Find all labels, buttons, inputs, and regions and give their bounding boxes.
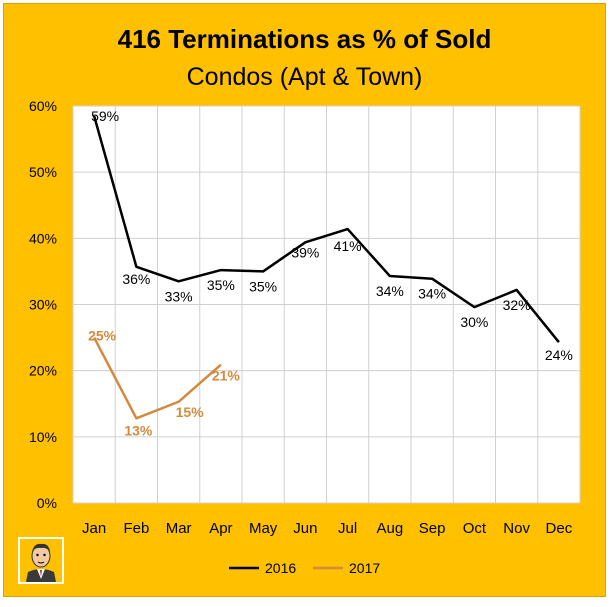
y-tick-label: 20% — [29, 363, 57, 379]
x-tick-label: May — [249, 520, 278, 537]
data-label: 32% — [503, 297, 531, 313]
data-label: 21% — [212, 368, 241, 384]
x-tick-label: Jul — [338, 520, 357, 537]
x-tick-label: Oct — [463, 520, 487, 537]
y-tick-label: 10% — [29, 429, 57, 445]
x-tick-label: Sep — [419, 520, 446, 537]
x-tick-label: Dec — [546, 520, 573, 537]
data-label: 25% — [88, 328, 117, 344]
data-label: 35% — [249, 278, 277, 294]
x-tick-label: Nov — [503, 520, 530, 537]
y-tick-label: 40% — [29, 230, 57, 246]
data-label: 30% — [460, 314, 488, 330]
x-tick-label: Mar — [166, 520, 192, 537]
data-label: 33% — [165, 288, 193, 304]
y-tick-label: 30% — [29, 297, 57, 313]
x-tick-label: Jan — [82, 520, 106, 537]
legend-label-2016: 2016 — [265, 560, 296, 576]
x-tick-label: Apr — [209, 520, 232, 537]
avatar — [18, 537, 64, 584]
y-axis-ticks: 0% 10% 20% 30% 40% 50% 60% — [29, 98, 57, 511]
y-tick-label: 50% — [29, 164, 57, 180]
chart-title: 416 Terminations as % of Sold — [117, 24, 492, 54]
data-label: 13% — [124, 422, 153, 438]
data-label: 15% — [176, 404, 205, 420]
series-line-2017 — [93, 337, 222, 420]
x-axis-ticks: Jan Feb Mar Apr May Jun Jul Aug Sep Oct Nov Dec — [82, 520, 573, 537]
data-label: 34% — [418, 286, 446, 302]
data-label: 41% — [334, 238, 362, 254]
x-tick-label: Aug — [377, 520, 404, 537]
series-line-2016 — [92, 115, 560, 344]
data-label: 35% — [207, 277, 235, 293]
legend: 2016 2017 — [229, 560, 380, 576]
x-tick-label: Feb — [123, 520, 149, 537]
y-tick-label: 0% — [37, 495, 57, 511]
series-lines — [92, 115, 560, 420]
y-tick-label: 60% — [29, 98, 57, 114]
data-label: 24% — [545, 347, 573, 363]
gridlines — [72, 105, 581, 504]
data-label: 39% — [291, 244, 319, 260]
data-labels: 59% 36% 33% 35% 35% 39% 41% 34% 34% 30% 32% 24% 25% 1… — [88, 108, 573, 438]
data-label: 36% — [122, 271, 150, 287]
data-label: 34% — [376, 283, 404, 299]
legend-label-2017: 2017 — [349, 560, 380, 576]
data-label: 59% — [91, 108, 119, 124]
chart-subtitle: Condos (Apt & Town) — [186, 63, 423, 91]
x-tick-label: Jun — [293, 520, 317, 537]
